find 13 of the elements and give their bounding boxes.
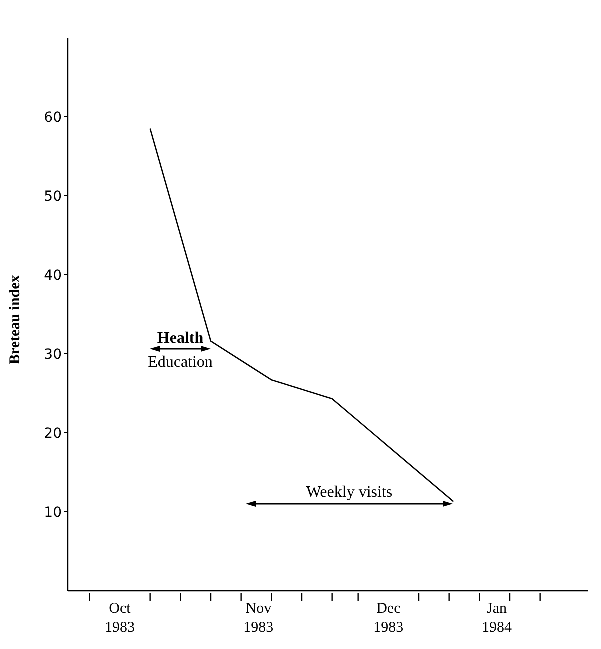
- x-tick-label: Nov 1983: [244, 601, 274, 636]
- x-tick-label: Dec 1983: [374, 601, 404, 636]
- y-tick-label: 30: [44, 346, 62, 363]
- y-axis-title: Breteau index: [7, 274, 24, 364]
- y-tick-label: 10: [44, 504, 62, 521]
- y-tick-label: 40: [44, 268, 62, 284]
- y-tick-label: 20: [44, 426, 62, 442]
- annotation: Weekly visits: [306, 484, 393, 501]
- y-tick-label: 50: [44, 188, 62, 205]
- annotation: Health Education: [148, 330, 213, 371]
- y-tick-label: 60: [44, 110, 62, 126]
- x-tick-label: Jan 1984: [482, 601, 512, 636]
- x-tick-label: Oct 1983: [105, 601, 135, 636]
